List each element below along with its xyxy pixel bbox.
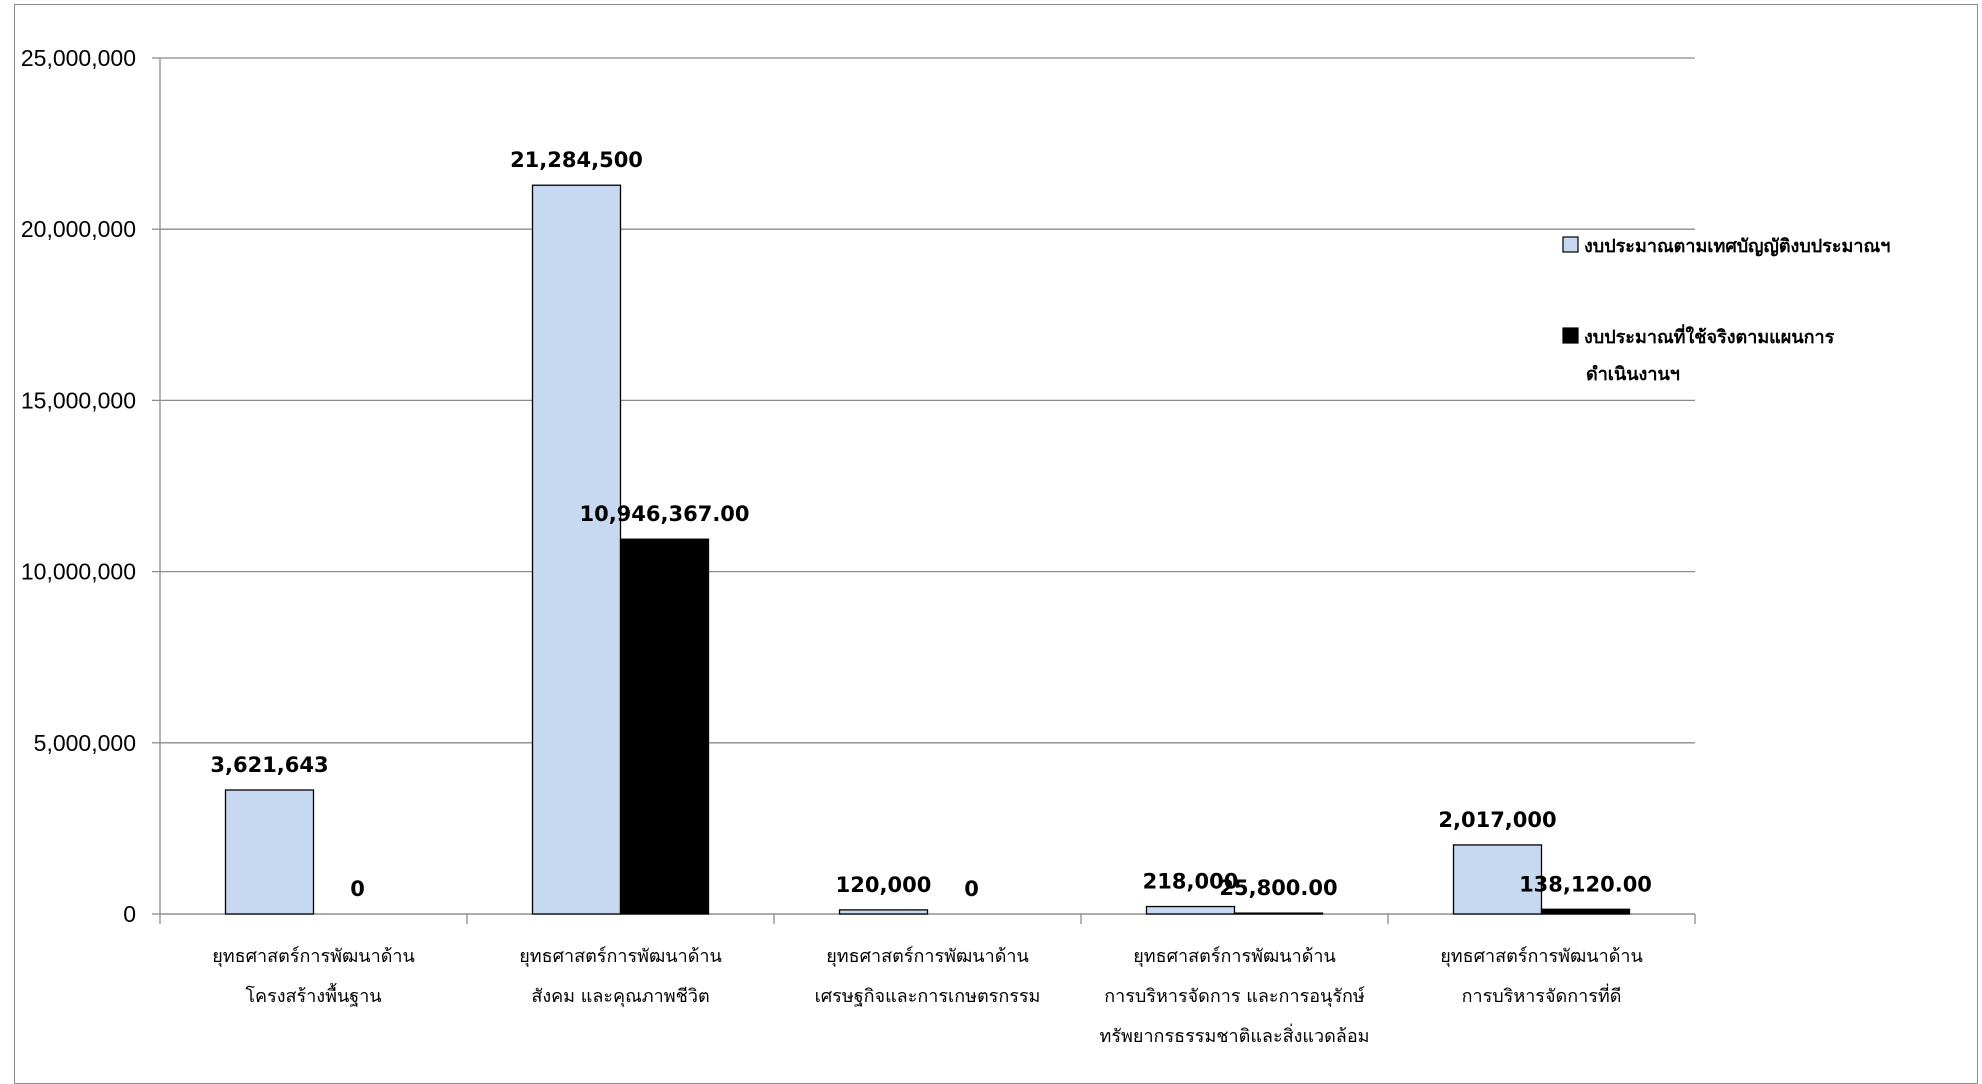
y-tick-label: 20,000,000 — [21, 216, 136, 242]
y-tick-label: 15,000,000 — [21, 387, 136, 413]
legend-swatch — [1562, 236, 1579, 253]
data-label: 0 — [964, 877, 979, 901]
category-label: ทรัพยากรธรรมชาติและสิ่งแวดล้อม — [1100, 1023, 1370, 1047]
category-label: ยุทธศาสตร์การพัฒนาด้าน — [212, 946, 415, 967]
y-tick-label: 25,000,000 — [21, 45, 136, 71]
bar-actual — [1540, 908, 1631, 915]
category-label: การบริหารจัดการที่ดี — [1462, 983, 1622, 1007]
category-label: เศรษฐกิจและการเกษตรกรรม — [815, 986, 1041, 1007]
category-label: การบริหารจัดการ และการอนุรักษ์ — [1104, 986, 1365, 1007]
legend-swatch — [1562, 327, 1579, 344]
y-tick-label: 0 — [123, 901, 136, 927]
bar-actual — [1233, 912, 1324, 915]
category-label: ยุทธศาสตร์การพัฒนาด้าน — [1133, 946, 1336, 967]
legend-label: ดำเนินงานฯ — [1586, 364, 1680, 385]
data-label: 2,017,000 — [1438, 808, 1556, 832]
category-label: สังคม และคุณภาพชีวิต — [531, 986, 709, 1007]
y-tick-label: 5,000,000 — [34, 730, 136, 756]
bar-actual — [619, 538, 710, 915]
legend-label: งบประมาณที่ใช้จริงตามแผนการ — [1584, 324, 1835, 348]
y-tick-label: 10,000,000 — [21, 559, 136, 585]
bar-budget — [1452, 844, 1543, 915]
data-label: 138,120.00 — [1519, 872, 1652, 896]
category-label: โครงสร้างพื้นฐาน — [245, 983, 381, 1007]
data-label: 218,000 — [1143, 870, 1239, 894]
bar-budget — [1145, 905, 1236, 915]
category-label: ยุทธศาสตร์การพัฒนาด้าน — [519, 946, 722, 967]
data-label: 21,284,500 — [510, 148, 643, 172]
bar-budget — [838, 909, 929, 915]
category-label: ยุทธศาสตร์การพัฒนาด้าน — [1440, 946, 1643, 967]
bar-budget — [224, 789, 315, 915]
data-label: 25,800.00 — [1219, 876, 1337, 900]
data-label: 0 — [350, 877, 365, 901]
data-label: 3,621,643 — [210, 753, 328, 777]
bar-budget — [531, 184, 622, 915]
category-label: ยุทธศาสตร์การพัฒนาด้าน — [826, 946, 1029, 967]
data-label: 120,000 — [836, 873, 932, 897]
legend-label: งบประมาณตามเทศบัญญัติงบประมาณฯ — [1584, 236, 1890, 257]
data-label: 10,946,367.00 — [579, 502, 749, 526]
